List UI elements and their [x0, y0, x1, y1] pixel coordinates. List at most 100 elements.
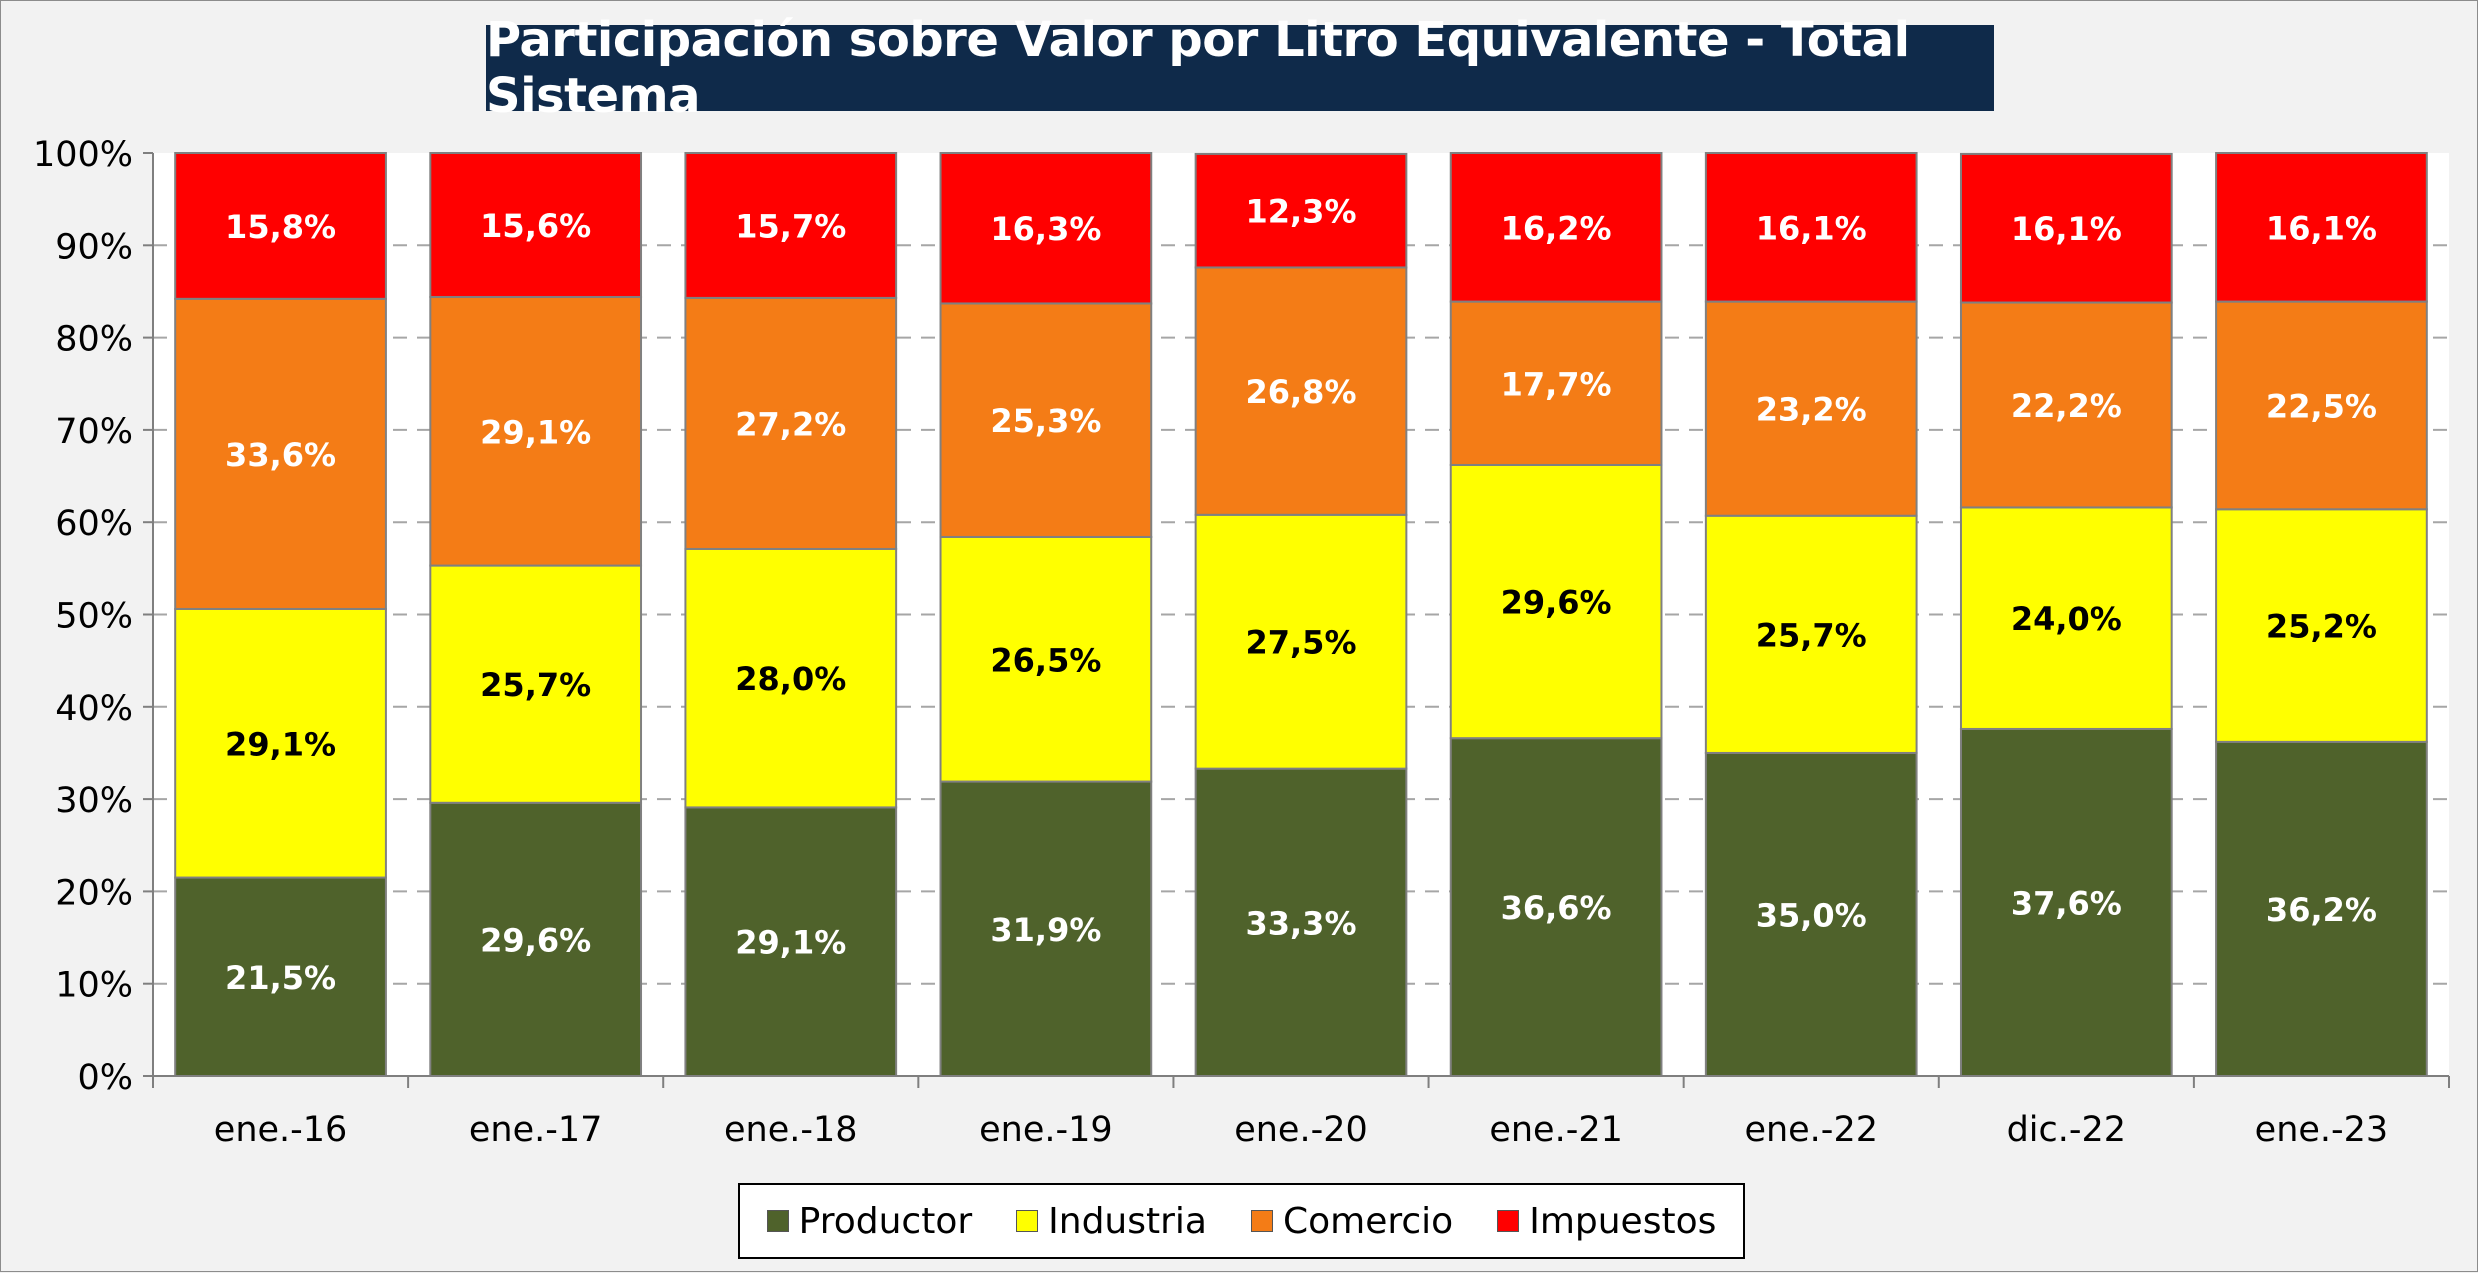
legend-item-industria: Industria	[1016, 1201, 1207, 1242]
x-tick-label: ene.-18	[724, 1110, 858, 1150]
data-label: 36,6%	[1501, 889, 1612, 927]
y-tick-label: 40%	[55, 689, 133, 729]
data-label: 15,6%	[480, 207, 591, 245]
bar-segment-industria	[684, 547, 898, 809]
y-tick-label: 100%	[33, 135, 133, 175]
data-label: 15,7%	[735, 207, 846, 245]
data-label: 37,6%	[2011, 884, 2122, 922]
data-label: 22,5%	[2266, 387, 2377, 425]
data-label: 22,2%	[2011, 387, 2122, 425]
legend-label: Productor	[798, 1200, 973, 1242]
legend-swatch	[1016, 1210, 1039, 1232]
bar-segment-industria	[1959, 506, 2173, 730]
data-label: 26,8%	[1245, 373, 1356, 411]
bar-segment-industria	[2215, 508, 2428, 743]
x-tick-label: ene.-21	[1489, 1110, 1623, 1150]
bar-segment-impuestos	[1704, 152, 1918, 303]
legend-item-comercio: Comercio	[1250, 1200, 1454, 1242]
legend-label: Comercio	[1282, 1200, 1454, 1242]
bar-segment-industria	[1449, 463, 1663, 740]
data-label: 15,8%	[225, 208, 336, 246]
data-label: 16,1%	[2266, 209, 2377, 247]
data-label: 17,7%	[1501, 365, 1612, 403]
bar-segment-impuestos	[1959, 152, 2173, 304]
data-label: 29,1%	[225, 725, 336, 763]
chart-legend: Productor Industria Comercio Impuestos	[738, 1183, 1745, 1259]
bar-segment-comercio	[174, 297, 387, 610]
y-tick-label: 50%	[55, 597, 133, 637]
data-label: 28,0%	[735, 660, 846, 698]
data-label: 25,7%	[1756, 616, 1867, 654]
bar-segment-productor	[174, 876, 387, 1077]
bar-segment-impuestos	[2215, 152, 2428, 303]
x-tick-label: ene.-22	[1744, 1110, 1878, 1150]
legend-swatch	[1250, 1210, 1273, 1232]
data-label: 27,2%	[735, 405, 846, 443]
bar-segment-productor	[1704, 751, 1918, 1077]
y-tick-label: 70%	[55, 412, 133, 452]
data-label: 29,6%	[480, 921, 591, 959]
legend-swatch	[1497, 1210, 1520, 1232]
x-tick-label: ene.-23	[2255, 1110, 2389, 1150]
bar-segment-productor	[1194, 767, 1408, 1077]
bar-segment-productor	[684, 806, 898, 1077]
data-label: 25,2%	[2266, 608, 2377, 646]
data-label: 31,9%	[990, 911, 1101, 949]
y-tick-label: 80%	[55, 320, 133, 360]
bar-segment-productor	[429, 801, 643, 1077]
data-label: 35,0%	[1756, 896, 1867, 934]
legend-item-productor: Productor	[766, 1200, 973, 1242]
data-label: 12,3%	[1245, 193, 1356, 231]
data-label: 16,1%	[2011, 210, 2122, 248]
data-label: 29,1%	[735, 924, 846, 962]
legend-swatch	[766, 1210, 789, 1232]
data-label: 29,6%	[1501, 584, 1612, 622]
data-label: 33,6%	[225, 436, 336, 474]
x-tick-label: ene.-20	[1234, 1110, 1368, 1150]
y-tick-label: 0%	[77, 1058, 133, 1098]
bar-segment-comercio	[1449, 300, 1663, 466]
data-label: 26,5%	[990, 641, 1101, 679]
data-label: 16,3%	[990, 210, 1101, 248]
data-label: 29,1%	[480, 413, 591, 451]
x-tick-label: ene.-19	[979, 1110, 1113, 1150]
data-label: 25,3%	[990, 402, 1101, 440]
legend-label: Impuestos	[1529, 1200, 1717, 1242]
bar-segment-industria	[429, 564, 643, 804]
bar-segment-comercio	[429, 295, 643, 567]
bar-segment-industria	[1704, 514, 1918, 754]
bar-segment-impuestos	[429, 152, 643, 298]
bar-segment-comercio	[1194, 266, 1408, 516]
bar-segment-industria	[939, 535, 1153, 783]
bar-segment-productor	[1449, 737, 1663, 1077]
legend-label: Industria	[1048, 1200, 1207, 1242]
data-label: 21,5%	[225, 959, 336, 997]
bar-segment-impuestos	[684, 152, 898, 299]
y-tick-label: 30%	[55, 781, 133, 821]
data-label: 36,2%	[2266, 891, 2377, 929]
data-label: 33,3%	[1245, 904, 1356, 942]
y-tick-label: 10%	[55, 966, 133, 1006]
bar-segment-comercio	[1959, 301, 2173, 509]
bar-segment-industria	[1194, 513, 1408, 770]
data-label: 16,1%	[1756, 209, 1867, 247]
bar-segment-impuestos	[939, 152, 1153, 305]
data-label: 27,5%	[1245, 624, 1356, 662]
bar-segment-comercio	[1704, 300, 1918, 517]
y-tick-label: 60%	[55, 504, 133, 544]
data-label: 24,0%	[2011, 600, 2122, 638]
bar-segment-industria	[174, 607, 387, 879]
bar-segment-impuestos	[1449, 152, 1663, 303]
bar-segment-productor	[2215, 740, 2428, 1078]
legend-item-impuestos: Impuestos	[1497, 1201, 1716, 1242]
bar-segment-impuestos	[1194, 152, 1408, 269]
x-tick-label: ene.-17	[469, 1110, 603, 1150]
bar-segment-impuestos	[174, 152, 387, 300]
data-label: 16,2%	[1501, 209, 1612, 247]
y-tick-label: 20%	[55, 873, 133, 913]
x-tick-label: ene.-16	[214, 1110, 348, 1150]
data-label: 25,7%	[480, 666, 591, 704]
y-tick-label: 90%	[55, 227, 133, 267]
